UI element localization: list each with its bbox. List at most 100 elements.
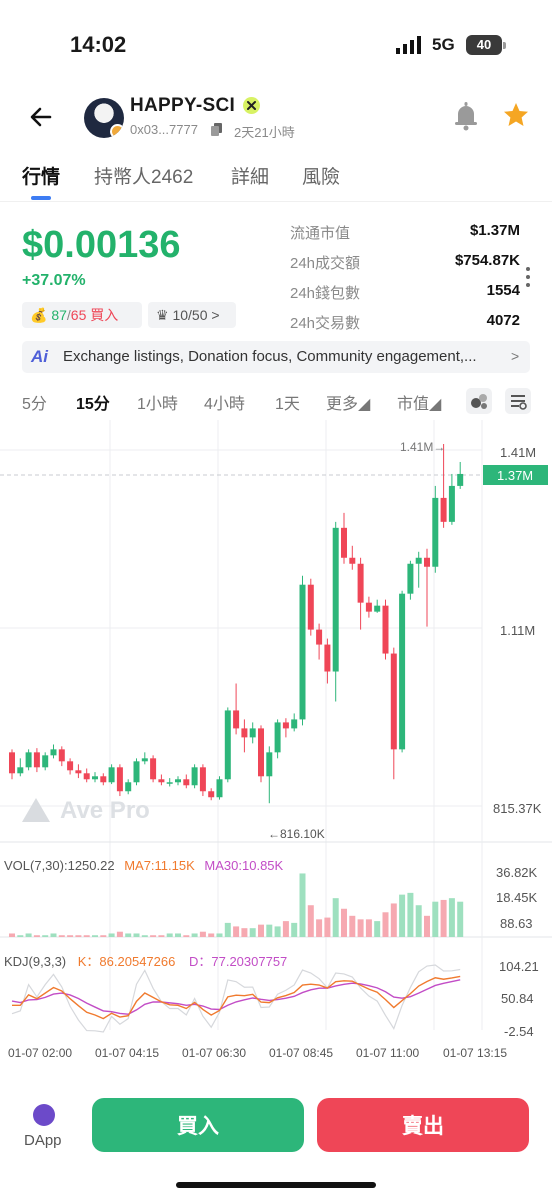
interval-1h[interactable]: 1小時 [137,396,178,413]
volume-bar [9,933,15,937]
volume-bar [141,935,148,937]
y-tick-label: 1.11M [500,623,535,638]
ai-summary-bar[interactable]: Ai Exchange listings, Donation focus, Co… [22,341,530,373]
interval-5m[interactable]: 5分 [22,396,47,413]
home-indicator [176,1182,376,1188]
interval-selector: 5分 15分 1小時 4小時 1天 更多◢ 市值◢ [0,388,552,414]
x-tick-label: 01-07 13:15 [443,1046,507,1060]
buy-label: 買入 [90,307,119,323]
volume-bar [233,926,240,937]
volume-bar [133,933,140,937]
back-arrow-icon[interactable] [26,102,56,132]
candle-body [266,752,273,777]
volume-bar [415,905,422,937]
stats-panel: 流通市值 $1.37M 24h成交額 $754.87K 24h錢包數 1554 … [290,222,520,342]
kdj-j-line [11,964,461,1033]
candle-body [166,782,173,784]
volume-bar [58,935,65,937]
star-icon[interactable] [502,101,530,129]
buy-sell-ratio-chip[interactable]: 💰 87/65 買入 [22,302,142,328]
tab-bar: 行情 持幣人2462 詳細 風險 [0,158,552,202]
status-time: 14:02 [70,32,127,57]
chain-badge-icon [110,124,124,138]
kdj-legend: KDJ(9,3,3) K：86.20547266 D：77.20307757 [4,951,287,970]
chart-settings-icon[interactable] [505,388,531,414]
x-tick-label: 01-07 02:00 [8,1046,72,1060]
volume-legend: VOL(7,30):1250.22 MA7:11.15K MA30:10.85K [4,858,283,873]
watermark: Ave Pro [22,797,150,824]
vol-y-tick: 36.82K [496,865,538,880]
crown-icon: ♛ [156,307,169,323]
sell-button[interactable]: 賣出 [317,1098,529,1152]
ai-summary-text: Exchange listings, Donation focus, Commu… [63,348,477,365]
volume-bar [224,922,231,937]
candle-body [25,752,32,768]
tab-risk[interactable]: 風險 [302,167,341,188]
chart-canvas: Ave Pro 1.41M 1.11M 815.37K 1.41M→ ←816.… [0,420,552,1060]
price-change: +37.07% [22,272,86,289]
volume-bar [291,922,298,937]
tab-holders[interactable]: 持幣人2462 [94,167,194,188]
candle-body [399,593,406,750]
token-name: HAPPY-SCI [130,95,236,116]
dapp-label[interactable]: DApp [24,1132,62,1149]
indicator-toggle-icon[interactable] [466,388,492,414]
volume-bar [92,935,98,937]
interval-4h[interactable]: 4小時 [204,396,245,413]
volume-bar [67,935,74,937]
stat-row-trades: 24h交易數 4072 [290,312,520,342]
candle-body [50,749,57,756]
volume-bar [42,935,49,937]
candle-body [191,767,198,786]
candle-body [307,584,314,630]
token-age: 2天21小時 [234,125,295,140]
volume-bar [390,903,397,937]
stat-row-wallets: 24h錢包數 1554 [290,282,520,312]
volume-bar [382,912,389,937]
candle-body [133,761,140,783]
money-bag-icon: 💰 [30,307,48,323]
volume-bar [282,921,289,937]
candle-body [324,644,331,672]
volume-bar [175,933,181,937]
interval-1d[interactable]: 1天 [275,396,300,413]
volume-bar [332,898,339,937]
chevron-right-icon: > [211,307,220,323]
copy-icon[interactable] [211,123,222,136]
candle-body [258,728,264,777]
volume-bar [299,873,306,937]
kdj-d-line [11,979,461,1015]
sell-count: 65 [70,307,87,323]
y-tick-label: 815.37K [493,801,542,816]
interval-15m[interactable]: 15分 [76,396,110,413]
x-tick-label: 01-07 11:00 [356,1046,419,1060]
metric-market-cap[interactable]: 市值◢ [397,396,442,413]
candle-body [249,728,256,738]
interval-more[interactable]: 更多◢ [326,396,371,413]
volume-bar [150,935,157,937]
candle-body [374,605,381,612]
volume-bar [324,917,331,937]
stat-value: $754.87K [454,252,520,269]
more-vertical-icon[interactable] [524,266,532,288]
tab-market[interactable]: 行情 [22,167,61,188]
candle-body [365,602,372,612]
current-value-tag [483,465,548,485]
buy-button[interactable]: 買入 [92,1098,304,1152]
battery-icon: 40 [466,35,502,55]
y-tick-label: 1.41M [500,445,536,460]
candle-body [42,755,49,768]
tab-details[interactable]: 詳細 [231,167,270,188]
holders-rank-chip[interactable]: ♛ 10/50 > [148,302,236,328]
token-price: $0.00136 [22,224,181,266]
dapp-icon[interactable] [33,1104,55,1126]
price-chart[interactable]: Ave Pro 1.41M 1.11M 815.37K 1.41M→ ←816.… [0,420,552,1070]
candle-body [92,776,98,780]
volume-bar [307,905,314,937]
max-marker: 1.41M→ [400,440,445,454]
candle-body [100,776,107,783]
status-bar: 14:02 5G 40 [0,0,552,80]
volume-bar [357,919,364,937]
bell-icon[interactable] [452,101,480,131]
candle-body [440,497,447,522]
